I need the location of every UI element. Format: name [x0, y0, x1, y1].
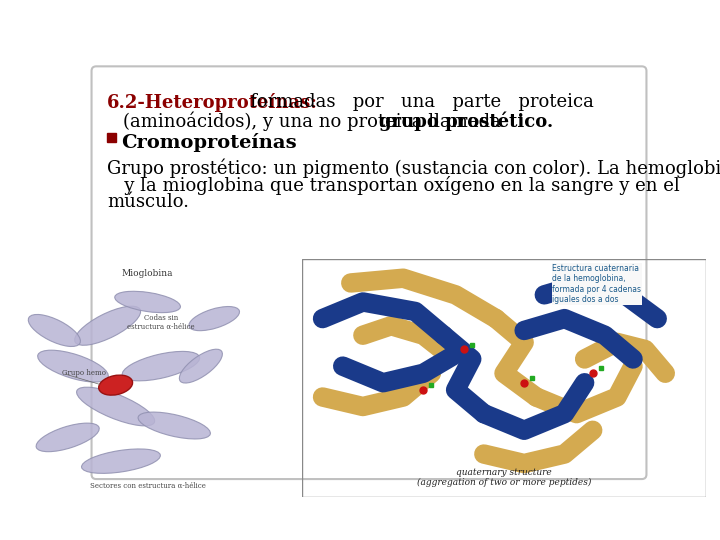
Ellipse shape — [138, 412, 210, 439]
Text: 6.2-Heteroproteínas:: 6.2-Heteroproteínas: — [107, 93, 318, 112]
Ellipse shape — [122, 352, 199, 381]
Text: Codas sin
estructura α-hélice: Codas sin estructura α-hélice — [127, 314, 194, 331]
FancyBboxPatch shape — [91, 66, 647, 479]
Text: músculo.: músculo. — [107, 193, 189, 211]
Text: Grupo hemo: Grupo hemo — [63, 369, 107, 377]
Ellipse shape — [81, 449, 161, 474]
Text: Estructura cuaternaria
de la hemoglobina,
formada por 4 cadenas
iguales dos a do: Estructura cuaternaria de la hemoglobina… — [552, 264, 642, 304]
Ellipse shape — [99, 375, 132, 395]
Text: Sectores con estructura α-hélice: Sectores con estructura α-hélice — [90, 482, 205, 490]
Ellipse shape — [75, 306, 140, 345]
Text: grupo prostético.: grupo prostético. — [379, 112, 554, 131]
Ellipse shape — [189, 307, 240, 330]
Text: quaternary structure
(aggregation of two or more peptides): quaternary structure (aggregation of two… — [417, 468, 591, 487]
Text: Grupo prostético: un pigmento (sustancia con color). La hemoglobina: Grupo prostético: un pigmento (sustancia… — [107, 159, 720, 178]
Text: Mioglobina: Mioglobina — [122, 269, 174, 278]
Ellipse shape — [37, 350, 108, 382]
Text: formadas   por   una   parte   proteica: formadas por una parte proteica — [233, 93, 594, 111]
Ellipse shape — [114, 291, 181, 313]
Bar — [107, 133, 116, 142]
Text: y la mioglobina que transportan oxígeno en la sangre y en el: y la mioglobina que transportan oxígeno … — [107, 176, 680, 195]
Text: (aminoácidos), y una no proteica llamada: (aminoácidos), y una no proteica llamada — [122, 112, 506, 131]
Text: Cromoproteínas: Cromoproteínas — [121, 132, 297, 152]
Ellipse shape — [36, 423, 99, 451]
Ellipse shape — [179, 349, 222, 383]
Ellipse shape — [76, 387, 155, 426]
Ellipse shape — [28, 314, 81, 347]
